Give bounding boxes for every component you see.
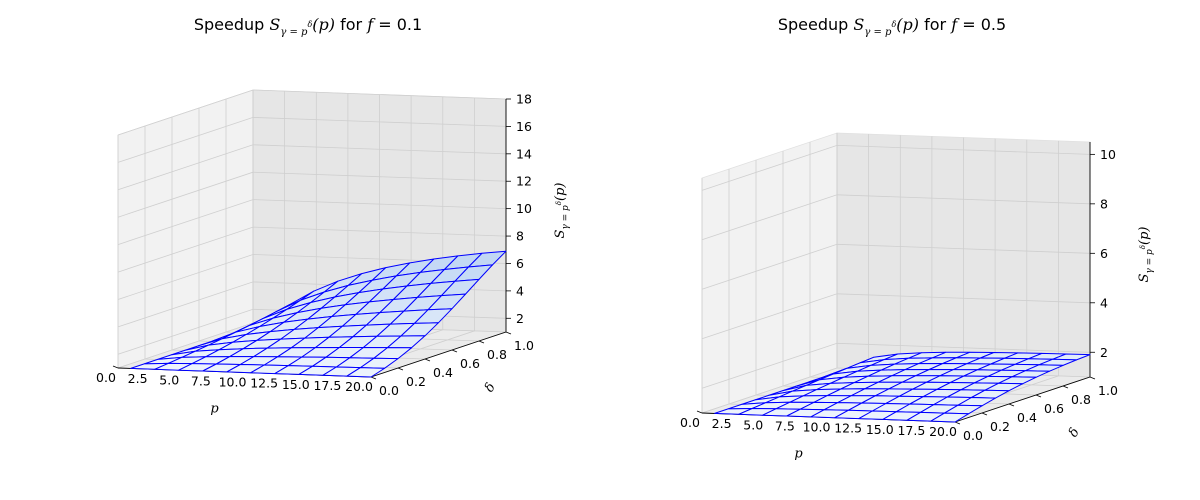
p-tick-label: 15.0: [282, 377, 310, 392]
tick-labels: 0.0 2.5 5.0 7.5 10.0 12.5 15.0 17.5 20.0 0.0 0.2 0.…: [96, 92, 571, 417]
s-tick-label: 16: [516, 119, 532, 134]
s-tick-label: 8: [1100, 196, 1108, 211]
p-tick-label: 5.0: [159, 372, 179, 387]
p-tick-label: 12.5: [250, 376, 278, 391]
p-tick-label: 20.0: [345, 379, 373, 394]
surface-patch: [346, 367, 385, 378]
gridline-s: [701, 342, 1091, 389]
delta-tick-label: 0.8: [1071, 392, 1091, 407]
delta-tick-mark: [981, 412, 988, 416]
p-tick-label: 12.5: [834, 421, 862, 436]
delta-tick-mark: [505, 331, 512, 335]
p-tick-label: 10.0: [803, 420, 831, 435]
delta-tick-label: 0.2: [990, 419, 1010, 434]
delta-tick-label: 0.4: [1017, 410, 1037, 425]
delta-tick-label: 0.4: [433, 365, 453, 380]
delta-tick-mark: [451, 349, 458, 353]
back-pane: [117, 89, 254, 369]
gridline-s: [701, 293, 1091, 340]
s-tick-label: 10: [1100, 147, 1116, 162]
p-tick-label: 17.5: [897, 423, 925, 438]
gridline-s: [701, 194, 1091, 241]
tick-labels: 0.0 2.5 5.0 7.5 10.0 12.5 15.0 17.5 20.0 0.0 0.2 0.…: [680, 147, 1155, 462]
gridline-s: [701, 243, 1091, 290]
p-tick-label: 0.0: [680, 415, 700, 430]
p-tick-label: 7.5: [191, 373, 211, 388]
s-tick-label: 8: [516, 229, 524, 244]
delta-axis-line: [370, 331, 507, 378]
s-tick-label: 12: [516, 174, 532, 189]
s-tick-label: 10: [516, 201, 532, 216]
delta-tick-mark: [397, 367, 404, 371]
chart-title: Speedup Sγ = pδ(p) for f = 0.5: [778, 15, 1006, 38]
p-tick-mark: [112, 365, 119, 369]
gridline-s: [117, 89, 507, 136]
s-tick-label: 6: [1100, 246, 1108, 261]
delta-tick-label: 0.0: [379, 383, 399, 398]
surface-patch: [930, 412, 969, 423]
s-tick-label: 18: [516, 92, 532, 107]
p-tick-label: 2.5: [128, 371, 148, 386]
delta-tick-mark: [478, 340, 485, 344]
p-axis-label: p: [210, 402, 219, 417]
surface-plot-f-0.1: Speedup Sγ = pδ(p) for f = 0.1 0.0 2.5 5.0…: [96, 15, 571, 417]
gridline-s: [701, 144, 1091, 191]
p-axis-label: p: [794, 447, 803, 462]
gridline-s: [117, 171, 507, 218]
s-tick-label: 2: [1100, 345, 1108, 360]
p-tick-label: 10.0: [219, 375, 247, 390]
delta-tick-label: 0.0: [963, 428, 983, 443]
delta-axis-label: δ: [482, 380, 499, 394]
s-tick-label: 14: [516, 146, 532, 161]
s-axis-label: Sγ = pδ(p): [1137, 227, 1155, 283]
surface-plot-f-0.5: Speedup Sγ = pδ(p) for f = 0.5 0.0 2.5 5.0…: [680, 15, 1155, 462]
delta-tick-label: 0.6: [1044, 401, 1064, 416]
title-prefix: Speedup: [778, 15, 854, 34]
delta-tick-mark: [1008, 403, 1015, 407]
surface: [130, 250, 507, 378]
p-tick-label: 0.0: [96, 370, 116, 385]
gridline-s: [117, 199, 507, 245]
delta-axis-line: [954, 376, 1091, 423]
s-tick-label: 6: [516, 256, 524, 271]
s-axis-label: Sγ = pδ(p): [553, 183, 571, 239]
p-tick-label: 15.0: [866, 422, 894, 437]
delta-tick-label: 0.6: [460, 356, 480, 371]
delta-axis-label: δ: [1066, 425, 1083, 439]
delta-tick-mark: [1035, 394, 1042, 398]
s-tick-label: 4: [1100, 295, 1108, 310]
gridline-s: [117, 116, 507, 163]
delta-tick-mark: [424, 358, 431, 362]
chart-title: Speedup Sγ = pδ(p) for f = 0.1: [194, 15, 422, 38]
delta-tick-label: 0.8: [487, 347, 507, 362]
p-tick-mark: [696, 410, 703, 414]
gridline-s: [117, 226, 507, 273]
surface: [714, 351, 1091, 423]
s-tick-label: 4: [516, 283, 524, 298]
s-tick-label: 2: [516, 311, 524, 326]
gridline-s: [117, 144, 507, 191]
back-pane: [701, 132, 838, 414]
p-tick-label: 17.5: [313, 378, 341, 393]
delta-tick-label: 1.0: [1098, 383, 1118, 398]
title-prefix: Speedup: [194, 15, 270, 34]
p-tick-label: 5.0: [743, 417, 763, 432]
delta-tick-mark: [370, 376, 377, 380]
p-tick-label: 7.5: [775, 418, 795, 433]
delta-tick-label: 1.0: [514, 338, 534, 353]
delta-tick-label: 0.2: [406, 374, 426, 389]
p-tick-label: 20.0: [929, 424, 957, 439]
delta-tick-mark: [1089, 376, 1096, 380]
p-tick-label: 2.5: [712, 416, 732, 431]
delta-tick-mark: [954, 421, 961, 425]
delta-tick-mark: [1062, 385, 1069, 389]
